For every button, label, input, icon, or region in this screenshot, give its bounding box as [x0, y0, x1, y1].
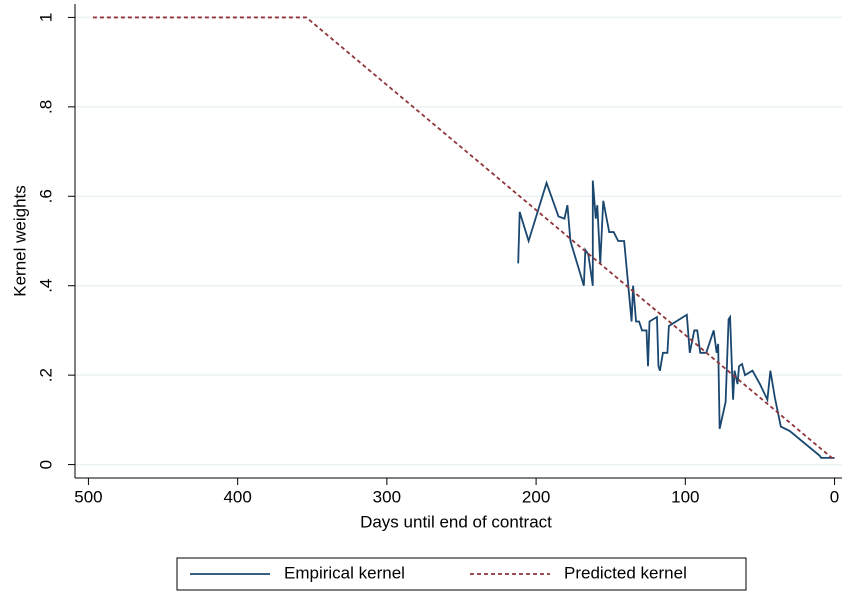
y-tick-label: .8: [36, 100, 55, 114]
y-tick-label: 0: [36, 460, 55, 469]
legend-box: [176, 557, 747, 591]
x-tick-label: 200: [522, 487, 550, 506]
y-axis-label: Kernel weights: [10, 185, 29, 297]
legend-label: Empirical kernel: [284, 563, 405, 582]
x-tick-label: 100: [671, 487, 699, 506]
y-tick-label: .6: [36, 189, 55, 203]
y-tick-label: 1: [36, 13, 55, 22]
y-tick-label: .2: [36, 368, 55, 382]
legend-label: Predicted kernel: [564, 563, 687, 582]
x-tick-label: 400: [223, 487, 251, 506]
x-axis-label: Days until end of contract: [360, 512, 552, 531]
y-tick-label: .4: [36, 279, 55, 293]
x-tick-label: 500: [74, 487, 102, 506]
x-tick-label: 300: [373, 487, 401, 506]
series-line: [92, 16, 836, 461]
series-line: [517, 180, 835, 459]
x-tick-label: 0: [830, 487, 839, 506]
